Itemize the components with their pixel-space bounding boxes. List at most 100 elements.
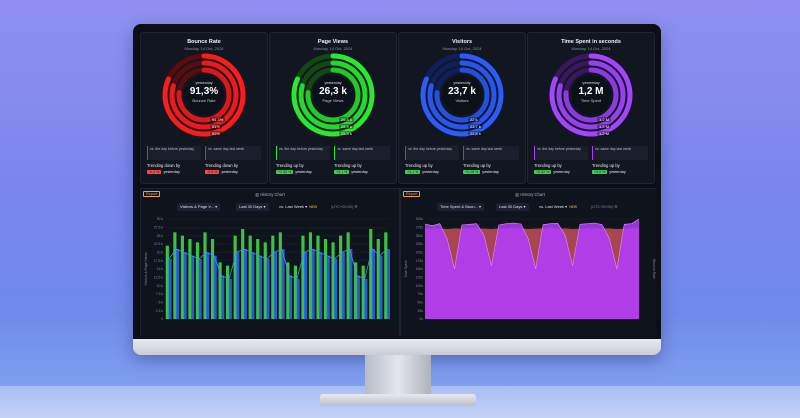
y-tick-label: 27.5 k: [154, 226, 164, 230]
monitor-chin: [133, 339, 661, 355]
y-axis-label: Visitors & Page Views: [144, 252, 148, 285]
trend-label: Trending up by: [592, 163, 620, 168]
kpi-subtitle: Page Views: [322, 98, 344, 103]
bar: [180, 235, 184, 319]
stat-pill: 1,2 M: [597, 124, 612, 129]
series-select[interactable]: Time Spent & Boun... ▾: [437, 203, 485, 211]
bar: [339, 235, 343, 319]
center-label: yesterday: [453, 80, 471, 85]
y-tick-label: 275s: [416, 226, 424, 230]
bar: [221, 275, 225, 319]
bar: [341, 252, 345, 319]
bar: [263, 242, 267, 319]
card-time-spent[interactable]: Time Spent in seconds Monday, 14 Oct, 20…: [527, 32, 655, 184]
bar: [293, 265, 297, 319]
chevron-down-icon: ▾: [263, 204, 266, 209]
bar: [256, 239, 260, 319]
area-chart: 0s 25s 50s 75s 100s 125s 150s 175s 200s 225s 250s 2…: [404, 217, 656, 321]
bar: [361, 265, 365, 319]
bar: [369, 229, 373, 319]
bar: [266, 259, 270, 319]
y-tick-label: 250s: [416, 234, 424, 238]
bar: [379, 255, 383, 319]
stat-pill: 52%: [210, 131, 223, 136]
y-tick-label: 17.5 k: [154, 259, 164, 263]
compare-select[interactable]: vs. Last Week ▾ NEW: [279, 204, 318, 209]
compare-last-week: vs. same day last week: [205, 146, 261, 160]
chevron-down-icon: ▾: [565, 204, 568, 209]
dashboard-screen: Bounce Rate Monday, 14 Oct, 2024 yesterd…: [138, 30, 656, 336]
range-select[interactable]: Last 30 Days ▾: [496, 203, 529, 211]
bar: [371, 249, 375, 319]
kpi-subtitle: Bounce Rate: [192, 98, 216, 103]
chevron-down-icon: ▾: [523, 204, 526, 209]
report-button[interactable]: Report: [143, 191, 161, 197]
card-date: Monday, 14 Oct, 2024: [184, 46, 224, 51]
monitor-stand-foot: [320, 394, 476, 406]
panel-title: History Chart: [520, 192, 545, 197]
timezone-label: (UTC+00:00) ⚙: [331, 205, 358, 209]
stat-pill: 23,7 k: [468, 124, 483, 129]
bar: [319, 252, 323, 319]
trend-value: +2,55 % yesterday: [276, 170, 312, 174]
y-tick-label: 125s: [416, 276, 424, 280]
stat-pill: 25,3 k: [339, 131, 354, 136]
kpi-value: 26,3 k: [319, 86, 347, 97]
y-tick-label: 30 k: [157, 217, 164, 221]
y-tick-label: 25 k: [157, 234, 164, 238]
stat-pill: 22,8 k: [468, 131, 483, 136]
y-tick-label: 300s: [416, 217, 424, 221]
stat-pill: 1,2 M: [597, 131, 612, 136]
chevron-down-icon: ▾: [479, 204, 482, 209]
bar: [386, 249, 391, 319]
trend-label: Trending up by: [463, 163, 491, 168]
compare-select[interactable]: vs. Last Week ▾ NEW: [539, 204, 578, 209]
bar: [271, 235, 275, 319]
bar: [323, 239, 328, 319]
y-tick-label: 0: [161, 317, 163, 321]
bar: [190, 255, 195, 319]
bar: [175, 249, 180, 319]
bar: [288, 275, 293, 319]
y-tick-label: 15 k: [157, 267, 164, 271]
monitor-stand-neck: [365, 355, 431, 397]
y-tick-label: 175s: [416, 259, 424, 263]
bar: [195, 242, 200, 319]
report-button[interactable]: Report: [403, 191, 421, 197]
kpi-value: 1,2 M: [578, 86, 604, 97]
bar: [346, 232, 350, 319]
card-bounce-rate[interactable]: Bounce Rate Monday, 14 Oct, 2024 yesterd…: [140, 32, 268, 184]
kpi-value: 23,7 k: [448, 86, 476, 97]
ring-gauge: [420, 53, 504, 137]
trend-label: Trending down by: [147, 163, 181, 168]
bar: [296, 279, 300, 319]
card-visitors[interactable]: Visitors Monday, 14 Oct, 2024 yesterday …: [398, 32, 526, 184]
range-select[interactable]: Last 30 Days ▾: [236, 203, 269, 211]
trend-value: +2,52 % yesterday: [534, 170, 570, 174]
compare-day-before: vs. the day before yesterday: [147, 146, 201, 160]
y-tick-label: 5 k: [158, 301, 163, 305]
y-tick-label: 25s: [418, 309, 424, 313]
stat-pill: 1,2 M: [597, 117, 612, 122]
trend-line: [168, 248, 388, 280]
center-label: yesterday: [324, 80, 342, 85]
bar: [301, 235, 305, 319]
card-page-views[interactable]: Page Views Monday, 14 Oct, 2024 yesterda…: [269, 32, 397, 184]
stat-pill: 26,5 k: [339, 117, 354, 122]
chart-icon: ▥: [515, 192, 521, 197]
line-time-spent: [424, 218, 640, 270]
series-select[interactable]: Visitors & Page V... ▾: [177, 203, 221, 211]
bar: [354, 262, 358, 319]
y-tick-label: 2.5 k: [156, 309, 164, 313]
bar: [241, 229, 245, 319]
bar: [183, 252, 187, 319]
trend-label: Trending up by: [276, 163, 304, 168]
card-date: Monday, 14 Oct, 2024: [442, 46, 482, 51]
trend-value: +2,28 % yesterday: [463, 170, 499, 174]
bar: [376, 239, 380, 319]
trend-label: Trending up by: [405, 163, 433, 168]
timezone-label: (UTC+00:00) ⚙: [591, 205, 618, 209]
history-chart-right: Report ▥ History Chart Time Spent & Boun…: [400, 188, 656, 336]
bar: [356, 275, 360, 319]
bar: [168, 259, 172, 319]
